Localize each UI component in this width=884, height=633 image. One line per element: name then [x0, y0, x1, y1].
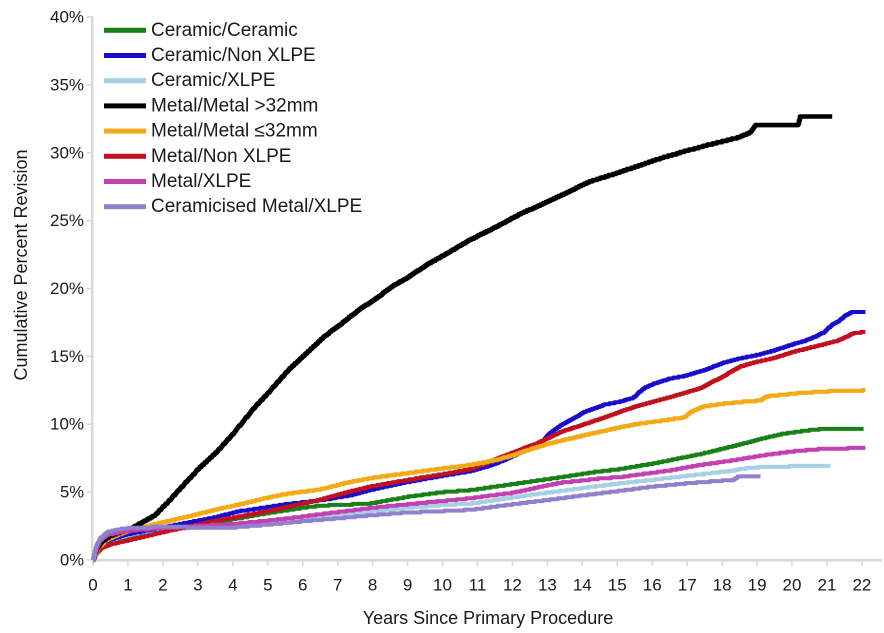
svg-text:Years Since Primary Procedure: Years Since Primary Procedure: [363, 608, 613, 628]
svg-text:17: 17: [678, 576, 697, 595]
svg-text:9: 9: [403, 576, 412, 595]
svg-text:35%: 35%: [50, 75, 84, 94]
svg-text:0%: 0%: [60, 551, 84, 570]
svg-text:22: 22: [852, 576, 871, 595]
svg-text:1: 1: [123, 576, 132, 595]
svg-text:15%: 15%: [50, 347, 84, 366]
svg-text:Metal/XLPE: Metal/XLPE: [151, 171, 251, 192]
svg-text:Ceramicised Metal/XLPE: Ceramicised Metal/XLPE: [151, 196, 362, 217]
svg-text:13: 13: [538, 576, 557, 595]
svg-text:Metal/Metal >32mm: Metal/Metal >32mm: [151, 95, 318, 116]
svg-text:25%: 25%: [50, 211, 84, 230]
svg-text:5: 5: [263, 576, 272, 595]
svg-text:3: 3: [193, 576, 202, 595]
svg-text:4: 4: [228, 576, 237, 595]
svg-text:30%: 30%: [50, 143, 84, 162]
svg-text:Ceramic/Non XLPE: Ceramic/Non XLPE: [151, 45, 316, 66]
svg-text:12: 12: [503, 576, 522, 595]
svg-text:10: 10: [433, 576, 452, 595]
svg-text:Metal/Non XLPE: Metal/Non XLPE: [151, 146, 291, 167]
svg-text:Ceramic/Ceramic: Ceramic/Ceramic: [151, 20, 298, 41]
svg-text:21: 21: [818, 576, 837, 595]
svg-text:18: 18: [713, 576, 732, 595]
svg-text:7: 7: [333, 576, 342, 595]
svg-text:6: 6: [298, 576, 307, 595]
svg-text:Cumulative Percent Revision: Cumulative Percent Revision: [11, 149, 31, 380]
svg-text:16: 16: [643, 576, 662, 595]
svg-text:20%: 20%: [50, 279, 84, 298]
svg-text:14: 14: [573, 576, 592, 595]
svg-text:0: 0: [88, 576, 97, 595]
svg-text:Ceramic/XLPE: Ceramic/XLPE: [151, 70, 276, 91]
svg-text:11: 11: [469, 576, 487, 595]
svg-text:5%: 5%: [60, 483, 84, 502]
svg-text:15: 15: [608, 576, 627, 595]
svg-text:2: 2: [158, 576, 167, 595]
svg-text:Metal/Metal ≤32mm: Metal/Metal ≤32mm: [151, 121, 318, 142]
svg-text:8: 8: [368, 576, 377, 595]
svg-text:10%: 10%: [50, 415, 84, 434]
svg-text:40%: 40%: [50, 8, 84, 27]
svg-text:20: 20: [783, 576, 802, 595]
svg-text:19: 19: [748, 576, 767, 595]
